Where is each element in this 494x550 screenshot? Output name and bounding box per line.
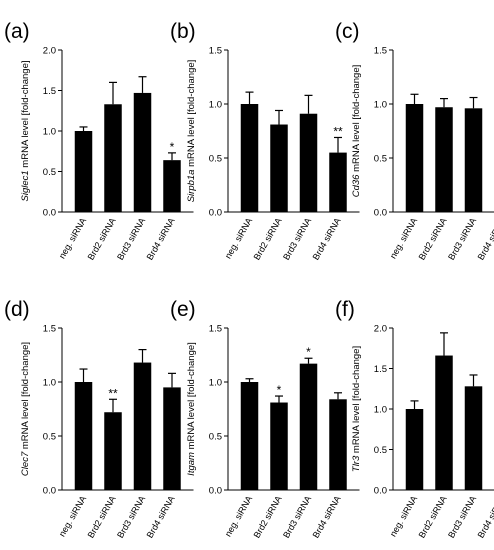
y-axis-unit: mRNA level [fold-change] bbox=[186, 60, 197, 170]
bar bbox=[329, 399, 347, 490]
bar bbox=[270, 124, 288, 212]
y-tick-label: 1.0 bbox=[209, 100, 222, 111]
panel-label: (d) bbox=[4, 298, 30, 321]
y-axis-gene-name: Siglec1 bbox=[20, 170, 31, 201]
y-axis-gene-name: Clec7 bbox=[20, 451, 31, 476]
y-axis-unit: mRNA level [fold-change] bbox=[351, 346, 362, 456]
panel-label: (c) bbox=[335, 20, 360, 43]
y-tick-label: 0.0 bbox=[43, 486, 56, 497]
bar bbox=[270, 402, 288, 490]
bar bbox=[329, 152, 347, 212]
y-axis-unit: mRNA level [fold-change] bbox=[20, 60, 31, 170]
y-axis-label: Siglec1 mRNA level [fold-change] bbox=[20, 60, 31, 201]
y-tick-label: 1.5 bbox=[209, 46, 222, 57]
y-tick-label: 0.5 bbox=[374, 445, 387, 456]
significance-annotation: ** bbox=[108, 386, 118, 400]
bar bbox=[133, 92, 152, 212]
y-tick-label: 1.5 bbox=[43, 324, 56, 335]
bar bbox=[74, 131, 93, 212]
y-axis-label: Sirpb1a mRNA level [fold-change] bbox=[186, 60, 197, 203]
bar bbox=[299, 113, 318, 212]
y-axis-label: Clec7 mRNA level [fold-change] bbox=[20, 342, 31, 476]
bar bbox=[405, 409, 424, 490]
y-axis-gene-name: Sirpb1a bbox=[186, 170, 197, 203]
y-tick-label: 1.0 bbox=[43, 378, 56, 389]
y-axis-label: Cd36 mRNA level [fold-change] bbox=[351, 65, 362, 198]
bar bbox=[240, 382, 259, 490]
bar bbox=[133, 362, 152, 490]
significance-annotation: * bbox=[306, 345, 311, 359]
y-tick-label: 0.0 bbox=[374, 486, 387, 497]
y-tick-label: 1.0 bbox=[209, 378, 222, 389]
y-tick-label: 0.0 bbox=[43, 208, 56, 219]
y-tick-label: 1.5 bbox=[374, 364, 387, 375]
bar bbox=[163, 387, 181, 490]
y-axis-gene-name: Cd36 bbox=[351, 174, 362, 197]
y-axis-label: Tlr3 mRNA level [fold-change] bbox=[351, 346, 362, 472]
y-tick-label: 1.0 bbox=[43, 127, 56, 138]
y-tick-label: 0.0 bbox=[209, 208, 222, 219]
bar bbox=[405, 104, 424, 212]
y-tick-label: 0.5 bbox=[209, 154, 222, 165]
y-tick-label: 0.5 bbox=[43, 432, 56, 443]
panel-label: (f) bbox=[335, 298, 355, 321]
bar bbox=[464, 108, 483, 212]
panel-label: (b) bbox=[170, 20, 196, 43]
panel-label: (e) bbox=[170, 298, 196, 321]
y-tick-label: 0.5 bbox=[374, 154, 387, 165]
bar bbox=[104, 412, 122, 490]
panel-label: (a) bbox=[4, 20, 30, 43]
y-tick-label: 2.0 bbox=[43, 46, 56, 57]
significance-annotation: * bbox=[277, 383, 282, 397]
y-tick-label: 1.0 bbox=[374, 405, 387, 416]
significance-annotation: * bbox=[170, 140, 175, 154]
y-tick-label: 0.5 bbox=[43, 167, 56, 178]
bar bbox=[240, 104, 259, 212]
bar bbox=[464, 386, 483, 490]
bar bbox=[163, 160, 181, 212]
y-tick-label: 2.0 bbox=[374, 324, 387, 335]
y-tick-label: 1.5 bbox=[43, 86, 56, 97]
y-axis-unit: mRNA level [fold-change] bbox=[186, 342, 197, 452]
y-tick-label: 0.0 bbox=[209, 486, 222, 497]
y-axis-label: Itgam mRNA level [fold-change] bbox=[186, 342, 197, 476]
bar bbox=[104, 104, 122, 212]
y-axis-gene-name: Tlr3 bbox=[351, 455, 362, 472]
y-tick-label: 1.5 bbox=[374, 46, 387, 57]
bar bbox=[435, 107, 453, 212]
y-tick-label: 1.0 bbox=[374, 100, 387, 111]
bar bbox=[74, 382, 93, 490]
y-tick-label: 0.5 bbox=[209, 432, 222, 443]
y-tick-label: 1.5 bbox=[209, 324, 222, 335]
y-axis-unit: mRNA level [fold-change] bbox=[20, 342, 31, 452]
y-tick-label: 0.0 bbox=[374, 208, 387, 219]
bar bbox=[435, 355, 453, 490]
significance-annotation: ** bbox=[333, 124, 343, 138]
y-axis-gene-name: Itgam bbox=[186, 452, 197, 476]
y-axis-unit: mRNA level [fold-change] bbox=[351, 65, 362, 175]
bar bbox=[299, 363, 318, 490]
